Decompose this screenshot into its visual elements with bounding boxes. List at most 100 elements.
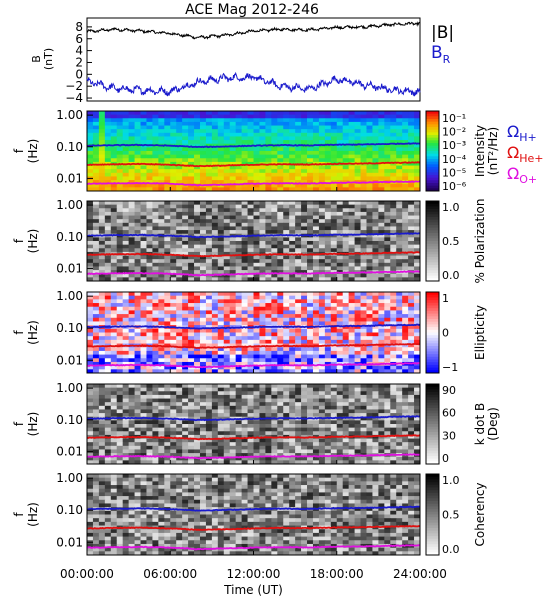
spectrogram-cell (384, 413, 391, 418)
spectrogram-cell (170, 244, 177, 249)
spectrogram-cell (366, 387, 373, 392)
spectrogram-cell (396, 201, 403, 206)
spectrogram-cell (205, 427, 213, 432)
spectrogram-cell (164, 299, 171, 304)
spectrogram-cell (414, 251, 421, 256)
spectrogram-cell (312, 183, 320, 188)
spectrogram-cell (229, 314, 237, 319)
spectrogram-cell (324, 266, 332, 271)
spectrogram-cell (205, 449, 213, 454)
chart-title: ACE Mag 2012-246 (185, 2, 319, 18)
spectrogram-cell (336, 299, 344, 304)
colorbar-tick-label: 10⁻² (442, 126, 466, 139)
spectrogram-cell (194, 358, 201, 363)
spectrogram-cell (259, 151, 266, 156)
spectrogram-cell (140, 140, 147, 145)
spectrogram-cell (110, 266, 118, 271)
spectrogram-cell (271, 129, 278, 134)
spectrogram-cell (140, 295, 147, 300)
spectrogram-cell (348, 339, 355, 344)
spectrogram-cell (253, 402, 260, 407)
spectrogram-cell (122, 211, 130, 216)
spectrogram-cell (265, 358, 272, 363)
spectrogram-cell (152, 147, 159, 152)
spectrogram-cell (92, 306, 100, 311)
spectrogram-cell (170, 151, 177, 156)
spectrogram-cell (116, 255, 124, 260)
spectrogram-cell (408, 125, 415, 130)
spectrogram-cell (312, 151, 320, 156)
spectrogram-cell (98, 413, 106, 418)
spectrogram-cell (164, 201, 171, 206)
spectrogram-cell (176, 343, 183, 348)
spectrogram-cell (199, 172, 207, 177)
spectrogram-cell (247, 161, 254, 166)
spectrogram-cell (318, 114, 326, 119)
spectrogram-cell (414, 201, 421, 206)
spectrogram-cell (360, 416, 367, 421)
spectrogram-cell (348, 350, 355, 355)
spectrogram-cell (384, 431, 391, 436)
colorbar-segment (426, 267, 439, 271)
spectrogram-cell (110, 244, 118, 249)
spectrogram-cell (271, 336, 278, 341)
gyrofrequency-line-o (86, 270, 421, 277)
spectrogram-cell (354, 339, 361, 344)
spectrogram-cell (378, 169, 385, 174)
spectrogram-cell (92, 420, 100, 425)
colorbar-segment (426, 127, 439, 131)
spectrogram-cell (307, 295, 314, 300)
spectrogram-cell (134, 398, 141, 403)
spectrogram-cell (140, 339, 147, 344)
spectrogram-cell (104, 409, 112, 414)
spectrogram-cell (122, 413, 130, 418)
spectrogram-cell (116, 158, 124, 163)
spectrogram-cell (384, 118, 391, 123)
spectrogram-cell (146, 449, 153, 454)
spectrogram-cell (164, 314, 171, 319)
spectrogram-cell (199, 158, 207, 163)
spectrogram-cell (360, 350, 367, 355)
spectrogram-cell (378, 336, 385, 341)
spectrogram-cell (158, 147, 165, 152)
spectrogram-cell (396, 303, 403, 308)
spectrogram-cell (277, 299, 284, 304)
spectrogram-cell (330, 354, 338, 359)
spectrogram-cell (170, 445, 177, 450)
spectrogram-cell (414, 215, 421, 220)
spectrogram-cell (342, 295, 350, 300)
spectrogram-cell (128, 125, 135, 130)
spectrogram-cell (366, 358, 373, 363)
spectrogram-cell (92, 449, 100, 454)
spectrogram-cell (307, 244, 314, 249)
colorbar-segment (426, 214, 439, 218)
spectrogram-cell (205, 343, 213, 348)
spectrogram-cell (128, 424, 135, 429)
spectrogram-cell (128, 387, 135, 392)
spectrogram-cell (110, 136, 118, 141)
spectrogram-cell (289, 114, 296, 119)
spectrogram-cell (390, 332, 397, 337)
spectrogram-cell (330, 237, 338, 242)
spectrogram-cell (354, 172, 361, 177)
spectrogram-cell (146, 354, 153, 359)
spectrogram-cell (122, 292, 130, 297)
spectrogram-cell (295, 391, 302, 396)
spectrogram-cell (324, 237, 332, 242)
spectrogram-cell (402, 187, 409, 192)
spectrogram-cell (342, 354, 350, 359)
spectrogram-cell (176, 347, 183, 352)
spectrogram-cell (152, 398, 159, 403)
spectrogram-cell (330, 314, 338, 319)
spectrogram-cell (402, 442, 409, 447)
spectrogram-cell (408, 147, 415, 152)
spectrogram-cell (164, 183, 171, 188)
spectrogram-cell (188, 251, 195, 256)
spectrogram-cell (253, 226, 260, 231)
spectrogram-cell (110, 402, 118, 407)
spectrogram-cell (259, 314, 266, 319)
spectrogram-cell (140, 317, 147, 322)
spectrogram-cell (312, 420, 320, 425)
spectrogram-cell (307, 262, 314, 267)
